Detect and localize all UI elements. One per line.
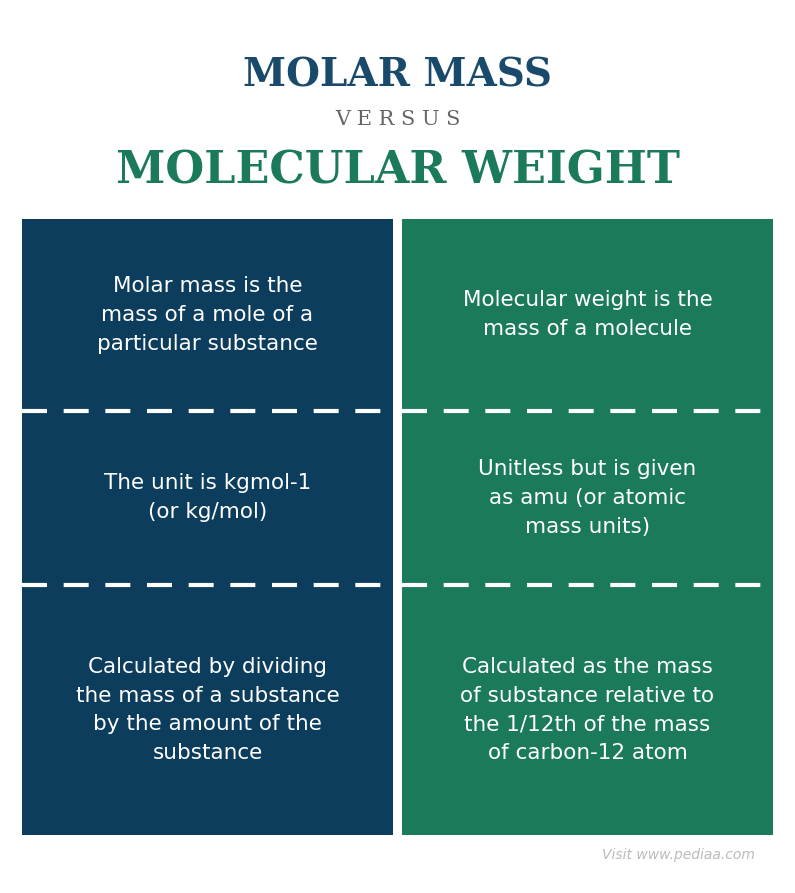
Bar bbox=[402, 219, 773, 411]
Text: MOLECULAR WEIGHT: MOLECULAR WEIGHT bbox=[115, 150, 680, 193]
Text: Calculated as the mass
of substance relative to
the 1/12th of the mass
of carbon: Calculated as the mass of substance rela… bbox=[460, 656, 715, 764]
Bar bbox=[22, 411, 393, 585]
Text: Visit www.pediaa.com: Visit www.pediaa.com bbox=[603, 847, 755, 862]
Bar bbox=[22, 219, 393, 411]
Bar bbox=[402, 411, 773, 585]
Text: Unitless but is given
as amu (or atomic
mass units): Unitless but is given as amu (or atomic … bbox=[479, 459, 696, 537]
Bar bbox=[22, 585, 393, 835]
Text: MOLAR MASS: MOLAR MASS bbox=[243, 57, 552, 95]
Text: Molar mass is the
mass of a mole of a
particular substance: Molar mass is the mass of a mole of a pa… bbox=[97, 276, 318, 354]
Text: Calculated by dividing
the mass of a substance
by the amount of the
substance: Calculated by dividing the mass of a sub… bbox=[76, 656, 339, 764]
Text: V E R S U S: V E R S U S bbox=[335, 110, 460, 129]
Text: The unit is kgmol-1
(or kg/mol): The unit is kgmol-1 (or kg/mol) bbox=[104, 473, 311, 522]
Text: Molecular weight is the
mass of a molecule: Molecular weight is the mass of a molecu… bbox=[463, 290, 712, 339]
Bar bbox=[402, 585, 773, 835]
